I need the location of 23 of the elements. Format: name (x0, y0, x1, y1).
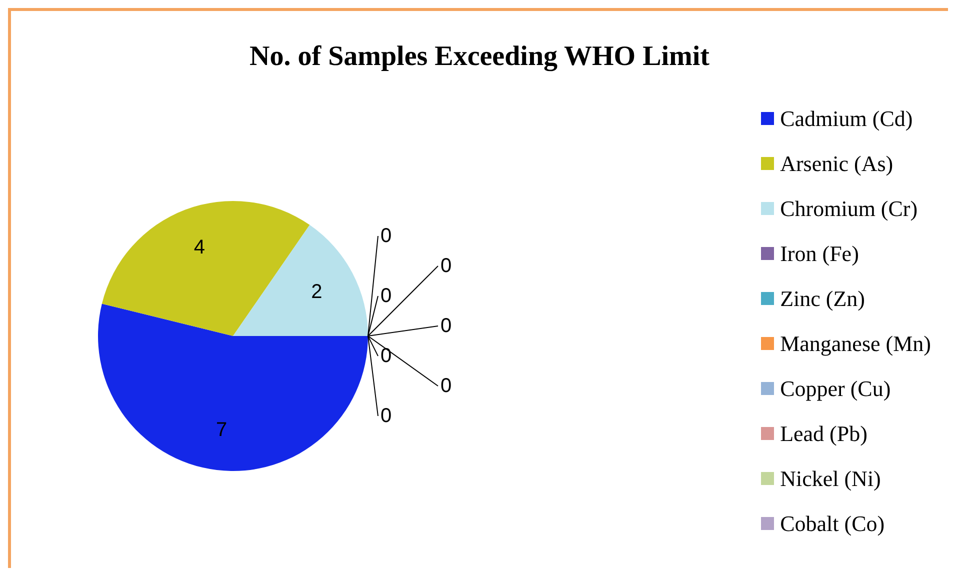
pie-slice (98, 304, 368, 471)
legend-label: Arsenic (As) (780, 150, 894, 178)
legend-label: Lead (Pb) (780, 420, 868, 448)
legend-label: Cadmium (Cd) (780, 105, 913, 133)
text: 0 (440, 315, 452, 337)
text: 0 (380, 225, 392, 247)
text: 0 (380, 285, 392, 307)
text: 0 (440, 375, 452, 397)
legend-label: Zinc (Zn) (780, 285, 865, 313)
legend-label: Manganese (Mn) (780, 330, 931, 358)
data-label: 4 (194, 236, 206, 259)
chart-title: No. of Samples Exceeding WHO Limit (248, 40, 710, 72)
data-label: 2 (311, 281, 322, 304)
legend-label: Copper (Cu) (780, 375, 891, 403)
data-label: 7 (216, 418, 228, 441)
pie-slice (233, 224, 368, 336)
legend-label: Iron (Fe) (780, 240, 859, 268)
text: 0 (440, 255, 452, 277)
pie-slice (102, 201, 310, 336)
legend-label: Chromium (Cr) (780, 195, 918, 223)
legend-label: Nickel (Ni) (780, 465, 881, 493)
text: 0 (380, 405, 392, 427)
legend-label: Cobalt (Co) (780, 510, 885, 538)
